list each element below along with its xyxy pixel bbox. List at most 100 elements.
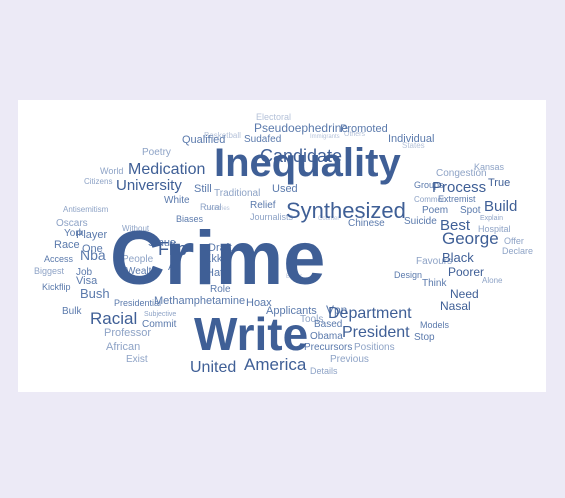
word-kickflip: Kickflip — [42, 282, 71, 292]
word-exist: Exist — [126, 354, 148, 365]
word-need: Need — [450, 287, 479, 301]
word-world: World — [100, 166, 123, 176]
word-basketball: Basketball — [204, 131, 241, 140]
word-suicide: Suicide — [404, 216, 437, 227]
word-states: States — [402, 141, 425, 150]
word-precursors: Precursors — [304, 342, 352, 353]
word-better: Better — [286, 274, 302, 280]
word-poorer: Poorer — [448, 265, 484, 279]
word-department: Department — [328, 305, 412, 322]
word-counter: Counter — [318, 216, 339, 222]
word-antisemitism: Antisemitism — [63, 205, 109, 214]
word-write: Write — [194, 308, 308, 360]
word-qualified: Qualified — [182, 134, 225, 146]
word-medication: Medication — [128, 161, 205, 178]
word-racial: Racial — [90, 309, 137, 328]
word-role: Role — [210, 284, 231, 295]
word-commit: Commit — [142, 319, 177, 330]
word-countries: Countries — [204, 206, 230, 212]
word-professor: Professor — [104, 327, 151, 339]
word-people: People — [122, 254, 154, 265]
word-crime: Crime — [110, 216, 325, 301]
word-promoted: Promoted — [340, 123, 388, 135]
word-positions: Positions — [354, 342, 395, 353]
word-cloud-card: Electoral Basketball Immigrants Others S… — [18, 100, 546, 392]
word-congestion: Congestion — [436, 168, 487, 179]
word-cloud: Electoral Basketball Immigrants Others S… — [34, 112, 533, 376]
word-synthesized: Synthesized — [286, 198, 406, 223]
word-true: True — [488, 177, 510, 189]
word-president: President — [342, 324, 410, 341]
word-bulk: Bulk — [62, 306, 82, 317]
word-traditional: Traditional — [214, 188, 260, 199]
word-university: University — [116, 177, 182, 194]
word-alone: Alone — [482, 276, 503, 285]
word-extremist: Extremist — [438, 194, 476, 204]
word-rural: Rural — [200, 202, 222, 212]
word-details: Details — [310, 366, 338, 376]
word-one: One — [82, 243, 103, 255]
word-george: George — [442, 229, 499, 248]
word-used: Used — [272, 183, 298, 195]
word-african: African — [106, 341, 140, 353]
word-previous: Previous — [330, 354, 369, 365]
word-kansas: Kansas — [474, 162, 505, 172]
word-hate: Hate — [206, 267, 229, 279]
word-sinus: Sinus — [148, 237, 176, 249]
word-best: Best — [440, 217, 471, 234]
word-immigrants: Immigrants — [310, 134, 340, 140]
word-candidate: Candidate — [260, 146, 342, 166]
word-models: Models — [420, 320, 450, 330]
word-obama: Obama — [310, 331, 343, 342]
word-biggest: Biggest — [34, 266, 65, 276]
word-ai: Ai — [168, 261, 178, 273]
word-relief: Relief — [250, 200, 276, 211]
word-build: Build — [484, 198, 517, 215]
word-citizens: Citizens — [84, 177, 112, 186]
word-spot: Spot — [460, 205, 481, 216]
word-presidential: Presidential — [114, 298, 161, 308]
word-poem: Poem — [422, 205, 448, 216]
word-individual: Individual — [388, 133, 434, 145]
word-design: Design — [394, 270, 422, 280]
word-still: Still — [194, 183, 212, 195]
word-explain: Explain — [480, 215, 503, 222]
word-player: Player — [76, 229, 108, 241]
word-others: Others — [344, 131, 366, 138]
word-applicants: Applicants — [266, 305, 317, 317]
word-hospital: Hospital — [478, 224, 511, 234]
word-york: York — [64, 228, 85, 239]
word-methamphetamine: Methamphetamine — [154, 295, 245, 307]
word-united: United — [190, 359, 236, 376]
word-race: Race — [54, 239, 80, 251]
word-hoax: Hoax — [246, 297, 272, 309]
word-offer: Offer — [504, 236, 524, 246]
word-access: Access — [44, 254, 74, 264]
word-vpn: Vpn — [326, 303, 347, 317]
word-nasal: Nasal — [440, 299, 471, 313]
word-wealth: Wealth — [126, 266, 157, 277]
word-oscars: Oscars — [56, 218, 88, 229]
word-electoral: Electoral — [256, 112, 291, 122]
word-process: Process — [432, 179, 486, 196]
word-poetry: Poetry — [142, 147, 171, 158]
word-white: White — [164, 195, 190, 206]
word-stop: Stop — [414, 332, 435, 343]
word-favours: Favours — [416, 256, 452, 267]
word-journalists: Journalists — [250, 212, 294, 222]
word-groups: Groups — [414, 180, 444, 190]
word-chinese: Chinese — [348, 218, 385, 229]
word-visa: Visa — [76, 275, 98, 287]
word-america: America — [244, 355, 307, 374]
word-inequality: Inequality — [214, 141, 401, 185]
word-declare: Declare — [502, 246, 533, 256]
word-bush: Bush — [80, 286, 110, 301]
word-kkk: Kkk — [204, 253, 223, 265]
word-flip: Flip — [158, 239, 187, 259]
word-biases: Biases — [176, 214, 204, 224]
word-common: Common — [414, 195, 446, 204]
word-tools: Tools — [300, 314, 323, 325]
word-sudafed: Sudafed — [244, 134, 281, 145]
word-think: Think — [422, 278, 447, 289]
word-subjective: Subjective — [144, 311, 176, 318]
